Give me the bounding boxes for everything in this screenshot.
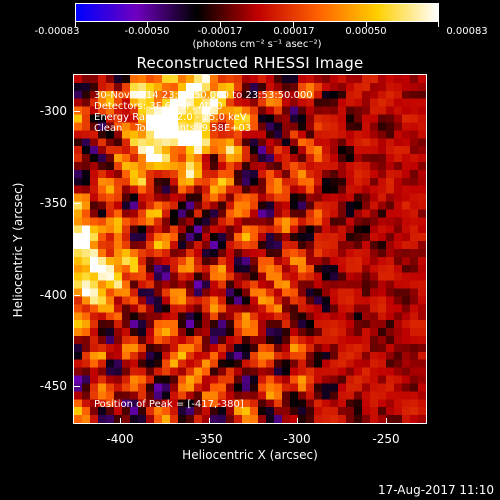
x-axis-title: Heliocentric X (arcsec) <box>182 448 318 462</box>
x-tick-label: -300 <box>283 432 311 446</box>
colorbar-tick-label: -0.00050 <box>124 26 170 37</box>
colorbar-tick-label: 0.00017 <box>273 26 315 37</box>
x-tick <box>297 418 298 424</box>
image-plot: 30-Nov-2014 23:43:50.000 to 23:53:50.000… <box>73 74 427 424</box>
x-tick-label: -250 <box>372 432 400 446</box>
annotation-peak-position: Position of Peak = [-417,-380] <box>94 399 244 410</box>
colorbar-tick <box>438 22 439 27</box>
colorbar-tick <box>147 22 148 27</box>
y-tick-label: -450 <box>39 379 67 393</box>
plot-title: Reconstructed RHESSI Image <box>136 54 364 72</box>
colorbar-tick <box>366 22 367 27</box>
y-tick <box>74 295 80 296</box>
y-tick <box>74 386 80 387</box>
x-tick <box>386 418 387 424</box>
timestamp: 17-Aug-2017 11:10 <box>377 483 494 497</box>
colorbar-tick <box>293 22 294 27</box>
heatmap-image <box>74 75 426 423</box>
x-tick-label: -400 <box>106 432 134 446</box>
annotation-time-range: 30-Nov-2014 23:43:50.000 to 23:53:50.000 <box>94 90 313 101</box>
y-tick-label: -400 <box>39 288 67 302</box>
colorbar-units: (photons cm⁻² s⁻¹ asec⁻²) <box>192 39 322 50</box>
x-tick <box>209 418 210 424</box>
colorbar-tick-label: 0.00083 <box>446 26 488 37</box>
colorbar-tick-label: -0.00083 <box>34 26 80 37</box>
y-tick-label: -350 <box>39 196 67 210</box>
annotation-detectors: Detectors: 3F 6F 9F, Att 0 <box>94 101 223 112</box>
y-tick <box>74 111 80 112</box>
x-tick-label: -350 <box>195 432 223 446</box>
x-tick <box>120 418 121 424</box>
colorbar <box>75 3 439 22</box>
y-tick <box>74 203 80 204</box>
annotation-energy: Energy Range: 12.0 - 25.0 keV <box>94 112 247 123</box>
colorbar-tick-label: -0.00017 <box>197 26 243 37</box>
y-axis-title: Heliocentric Y (arcsec) <box>11 182 25 318</box>
colorbar-tick-label: 0.00050 <box>345 26 387 37</box>
y-tick-label: -300 <box>39 104 67 118</box>
annotation-method: Clean Total counts: 9.58E+03 <box>94 123 252 134</box>
colorbar-tick <box>75 22 76 27</box>
colorbar-tick <box>220 22 221 27</box>
